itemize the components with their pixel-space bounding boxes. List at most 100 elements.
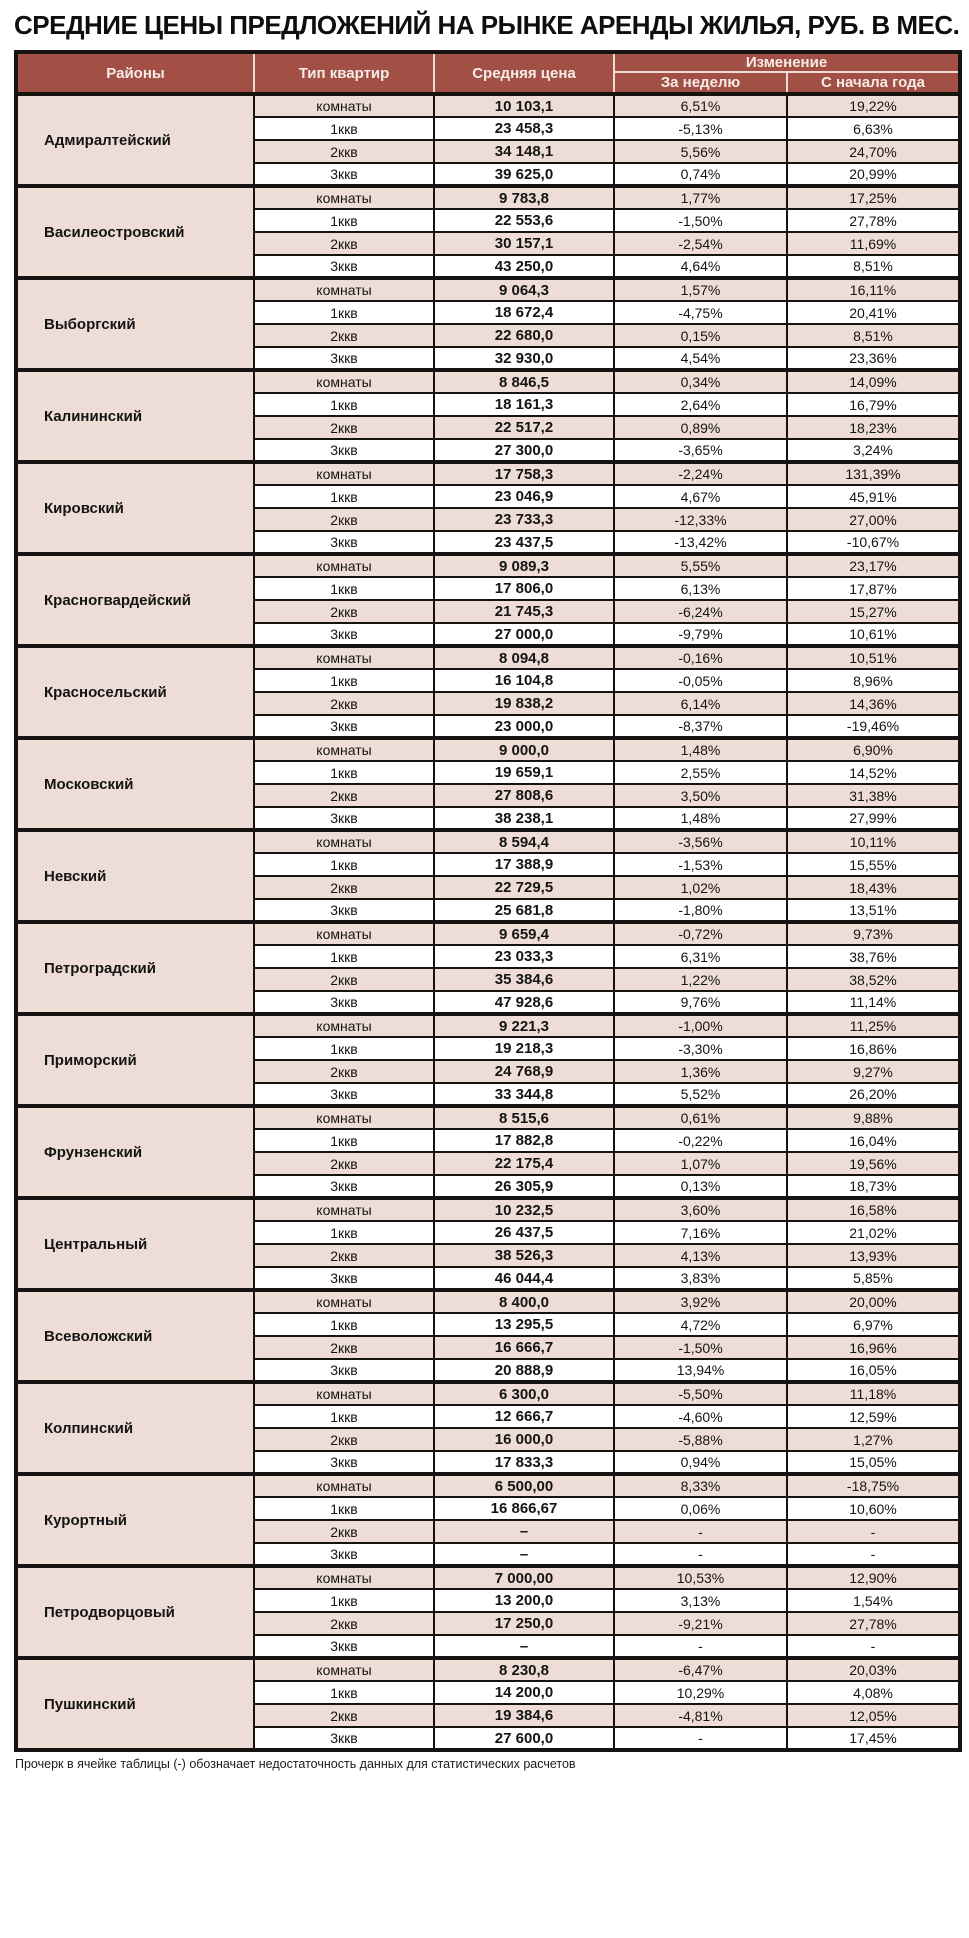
week-change-cell: 1,36%: [613, 1059, 788, 1084]
apartment-type-cell: 3ккв: [253, 530, 435, 555]
avg-price-cell: 19 838,2: [433, 691, 615, 716]
week-change-cell: 0,06%: [613, 1496, 788, 1521]
week-change-cell: -13,42%: [613, 530, 788, 555]
week-change-cell: -2,24%: [613, 461, 788, 486]
week-change-cell: -5,50%: [613, 1381, 788, 1406]
avg-price-cell: 23 733,3: [433, 507, 615, 532]
apartment-type-cell: 3ккв: [253, 1542, 435, 1567]
ytd-change-cell: -: [785, 1634, 962, 1659]
table-row: 3ккв – - -: [16, 1634, 962, 1659]
page-title: СРЕДНИЕ ЦЕНЫ ПРЕДЛОЖЕНИЙ НА РЫНКЕ АРЕНДЫ…: [14, 10, 960, 40]
week-change-cell: 10,29%: [613, 1680, 788, 1705]
week-change-cell: -0,72%: [613, 921, 788, 946]
table-row: Центральный комнаты 10 232,5 3,60% 16,58%: [15, 1197, 962, 1291]
week-change-cell: -1,53%: [613, 852, 788, 877]
week-change-cell: -: [613, 1726, 788, 1751]
week-change-cell: -5,13%: [613, 116, 788, 141]
column-header-change-group: Изменение: [612, 51, 962, 73]
ytd-change-cell: 26,20%: [785, 1082, 962, 1107]
avg-price-cell: 10 103,1: [433, 93, 615, 118]
ytd-change-cell: 16,86%: [785, 1036, 962, 1061]
table-row: 3ккв 23 437,5 -13,42% -10,67%: [16, 530, 962, 555]
table-row: Приморский комнаты 9 221,3 -1,00% 11,25%: [15, 1013, 962, 1107]
table-row: 2ккв 38 526,3 4,13% 13,93%: [16, 1243, 962, 1268]
district-name-cell: Петродворцовый: [15, 1565, 255, 1659]
district-name-cell: Всеволожский: [15, 1289, 255, 1383]
avg-price-cell: 17 882,8: [433, 1128, 615, 1153]
table-row: 3ккв 32 930,0 4,54% 23,36%: [16, 346, 962, 371]
column-header-change-week: За неделю: [613, 71, 788, 95]
avg-price-cell: 38 526,3: [433, 1243, 615, 1268]
apartment-type-cell: 1ккв: [253, 484, 435, 509]
avg-price-cell: 34 148,1: [433, 139, 615, 164]
week-change-cell: -6,24%: [613, 599, 788, 624]
apartment-type-cell: 1ккв: [253, 116, 435, 141]
week-change-cell: 3,50%: [613, 783, 788, 808]
week-change-cell: 0,15%: [613, 323, 788, 348]
avg-price-cell: 16 866,67: [433, 1496, 615, 1521]
avg-price-cell: 19 659,1: [433, 760, 615, 785]
ytd-change-cell: 17,45%: [785, 1726, 962, 1751]
avg-price-cell: 14 200,0: [433, 1680, 615, 1705]
avg-price-cell: 17 250,0: [433, 1611, 615, 1636]
ytd-change-cell: 14,36%: [785, 691, 962, 716]
week-change-cell: 6,31%: [613, 944, 788, 969]
table-row: 1ккв 13 295,5 4,72% 6,97%: [16, 1312, 962, 1337]
apartment-type-cell: 2ккв: [253, 783, 435, 808]
table-row: Адмиралтейский комнаты 10 103,1 6,51% 19,22%: [15, 93, 962, 187]
ytd-change-cell: 16,05%: [785, 1358, 962, 1383]
ytd-change-cell: 8,96%: [785, 668, 962, 693]
week-change-cell: 0,94%: [613, 1450, 788, 1475]
column-header-change-ytd: С начала года: [785, 71, 962, 95]
column-header-apartment-type: Тип квартир: [253, 51, 435, 95]
ytd-change-cell: 27,78%: [785, 1611, 962, 1636]
table-row: Курортный комнаты 6 500,00 8,33% -18,75%: [15, 1473, 962, 1567]
week-change-cell: 6,51%: [613, 93, 788, 118]
table-row: 3ккв 33 344,8 5,52% 26,20%: [16, 1082, 962, 1107]
week-change-cell: 3,92%: [613, 1289, 788, 1314]
week-change-cell: 9,76%: [613, 990, 788, 1015]
ytd-change-cell: 10,60%: [785, 1496, 962, 1521]
apartment-type-cell: 1ккв: [253, 1588, 435, 1613]
district-group: Красногвардейский комнаты 9 089,3 5,55% 23,1…: [15, 553, 962, 647]
avg-price-cell: 9 064,3: [433, 277, 615, 302]
apartment-type-cell: 3ккв: [253, 622, 435, 647]
week-change-cell: 2,64%: [613, 392, 788, 417]
table-row: 2ккв 22 680,0 0,15% 8,51%: [16, 323, 962, 348]
table-row: 3ккв 38 238,1 1,48% 27,99%: [16, 806, 962, 831]
district-name-cell: Невский: [15, 829, 255, 923]
ytd-change-cell: -: [785, 1542, 962, 1567]
avg-price-cell: 9 659,4: [433, 921, 615, 946]
avg-price-cell: 27 300,0: [433, 438, 615, 463]
ytd-change-cell: 9,27%: [785, 1059, 962, 1084]
table-row: 2ккв 27 808,6 3,50% 31,38%: [16, 783, 962, 808]
avg-price-cell: 23 046,9: [433, 484, 615, 509]
week-change-cell: 8,33%: [613, 1473, 788, 1498]
table-row: Красногвардейский комнаты 9 089,3 5,55% 23,1…: [15, 553, 962, 647]
ytd-change-cell: 16,11%: [785, 277, 962, 302]
week-change-cell: 6,13%: [613, 576, 788, 601]
ytd-change-cell: 38,52%: [785, 967, 962, 992]
avg-price-cell: 27 808,6: [433, 783, 615, 808]
apartment-type-cell: 3ккв: [253, 1266, 435, 1291]
avg-price-cell: 8 400,0: [433, 1289, 615, 1314]
avg-price-cell: 22 517,2: [433, 415, 615, 440]
ytd-change-cell: 12,59%: [785, 1404, 962, 1429]
apartment-type-cell: 1ккв: [253, 1404, 435, 1429]
apartment-type-cell: 2ккв: [253, 1243, 435, 1268]
ytd-change-cell: 27,00%: [785, 507, 962, 532]
ytd-change-cell: 11,69%: [785, 231, 962, 256]
table-row: 1ккв 23 458,3 -5,13% 6,63%: [16, 116, 962, 141]
avg-price-cell: 17 758,3: [433, 461, 615, 486]
avg-price-cell: 13 295,5: [433, 1312, 615, 1337]
apartment-type-cell: 3ккв: [253, 1174, 435, 1199]
week-change-cell: -9,79%: [613, 622, 788, 647]
ytd-change-cell: 15,27%: [785, 599, 962, 624]
week-change-cell: 7,16%: [613, 1220, 788, 1245]
apartment-type-cell: 1ккв: [253, 208, 435, 233]
table-row: 2ккв – - -: [16, 1519, 962, 1544]
footnote: Прочерк в ячейке таблицы (-) обозначает …: [15, 1757, 576, 1771]
table-row: Калининский комнаты 8 846,5 0,34% 14,09%: [15, 369, 962, 463]
apartment-type-cell: комнаты: [253, 1657, 435, 1682]
avg-price-cell: 7 000,00: [433, 1565, 615, 1590]
